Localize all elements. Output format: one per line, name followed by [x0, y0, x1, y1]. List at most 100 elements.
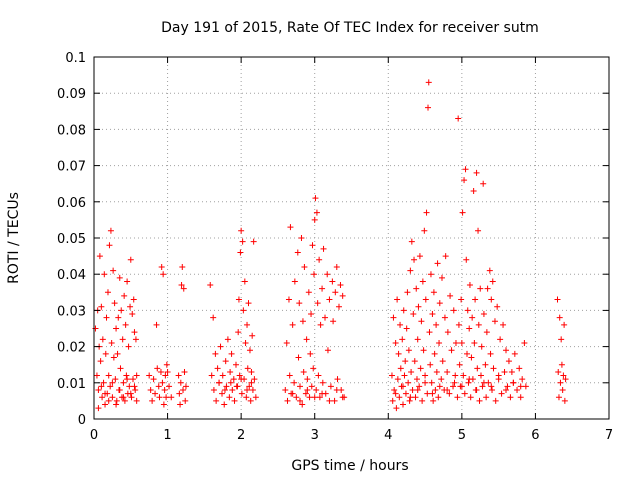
data-point: [419, 397, 426, 404]
data-point: [177, 401, 184, 408]
data-point: [105, 397, 112, 404]
data-point: [115, 314, 122, 321]
data-point: [113, 325, 120, 332]
data-point: [312, 195, 319, 202]
data-point: [427, 271, 434, 278]
data-point: [450, 383, 457, 390]
data-point: [214, 365, 221, 372]
data-point: [492, 397, 499, 404]
data-point: [501, 368, 508, 375]
data-point: [242, 339, 249, 346]
data-point: [407, 394, 414, 401]
data-point: [331, 397, 338, 404]
data-point: [106, 242, 113, 249]
data-point: [416, 253, 423, 260]
data-point: [436, 383, 443, 390]
data-point: [246, 347, 253, 354]
data-point: [150, 376, 157, 383]
data-point: [116, 387, 123, 394]
data-point: [251, 376, 258, 383]
data-point: [212, 350, 219, 357]
data-point: [415, 303, 422, 310]
data-point: [299, 401, 306, 408]
data-point: [127, 390, 134, 397]
data-point: [303, 336, 310, 343]
data-point: [558, 336, 565, 343]
data-point: [431, 350, 438, 357]
data-point: [414, 336, 421, 343]
data-point: [310, 365, 317, 372]
data-point: [554, 296, 561, 303]
data-point: [291, 278, 298, 285]
data-point: [294, 249, 301, 256]
data-point: [505, 358, 512, 365]
data-point: [166, 383, 173, 390]
data-point: [168, 394, 175, 401]
data-point: [230, 376, 237, 383]
data-point: [429, 311, 436, 318]
data-point: [389, 397, 396, 404]
data-point: [96, 253, 103, 260]
data-point: [401, 372, 408, 379]
data-point: [448, 347, 455, 354]
data-point: [418, 318, 425, 325]
data-point: [491, 318, 498, 325]
data-point: [129, 311, 136, 318]
data-point: [394, 376, 401, 383]
data-point: [412, 394, 419, 401]
data-point: [97, 358, 104, 365]
data-point: [133, 372, 140, 379]
data-point: [557, 379, 564, 386]
data-point: [298, 235, 305, 241]
data-point: [286, 372, 293, 379]
data-point: [238, 227, 245, 234]
data-point: [514, 387, 521, 394]
data-point: [297, 397, 303, 404]
data-point: [475, 227, 482, 234]
data-point: [124, 376, 131, 383]
axis-ticks: [93, 56, 610, 420]
data-point: [480, 379, 487, 386]
data-point: [164, 368, 171, 375]
data-point: [392, 390, 399, 397]
data-point: [462, 166, 469, 173]
data-point: [497, 336, 504, 343]
data-point: [397, 365, 404, 372]
data-point: [300, 368, 307, 375]
data-point: [404, 289, 411, 296]
data-point: [422, 379, 429, 386]
data-point: [507, 394, 514, 401]
data-point: [246, 383, 253, 390]
data-point: [112, 376, 119, 383]
data-point: [98, 303, 105, 310]
data-point: [458, 339, 465, 346]
data-point: [402, 358, 409, 365]
data-point: [319, 379, 326, 386]
y-tick-label: 0.08: [57, 123, 86, 138]
data-point: [435, 394, 442, 401]
data-point: [181, 368, 188, 375]
data-point: [480, 180, 487, 187]
data-point: [247, 397, 254, 404]
data-point: [451, 379, 458, 386]
data-point: [458, 383, 465, 390]
data-point: [157, 368, 164, 375]
data-point: [477, 285, 484, 292]
data-point: [517, 383, 524, 390]
data-point: [291, 379, 298, 386]
data-point: [467, 394, 474, 401]
data-point: [436, 300, 443, 307]
data-point: [107, 383, 114, 390]
data-point: [438, 274, 445, 281]
data-point: [159, 379, 166, 386]
chart-title: Day 191 of 2015, Rate Of TEC Index for r…: [161, 20, 539, 36]
data-point: [109, 379, 116, 386]
data-point: [473, 169, 480, 176]
data-point: [243, 394, 250, 401]
data-point: [245, 300, 252, 307]
data-point: [326, 296, 333, 303]
data-points: [92, 79, 569, 412]
data-point: [309, 242, 316, 249]
data-point: [176, 390, 183, 397]
data-point: [107, 227, 114, 234]
